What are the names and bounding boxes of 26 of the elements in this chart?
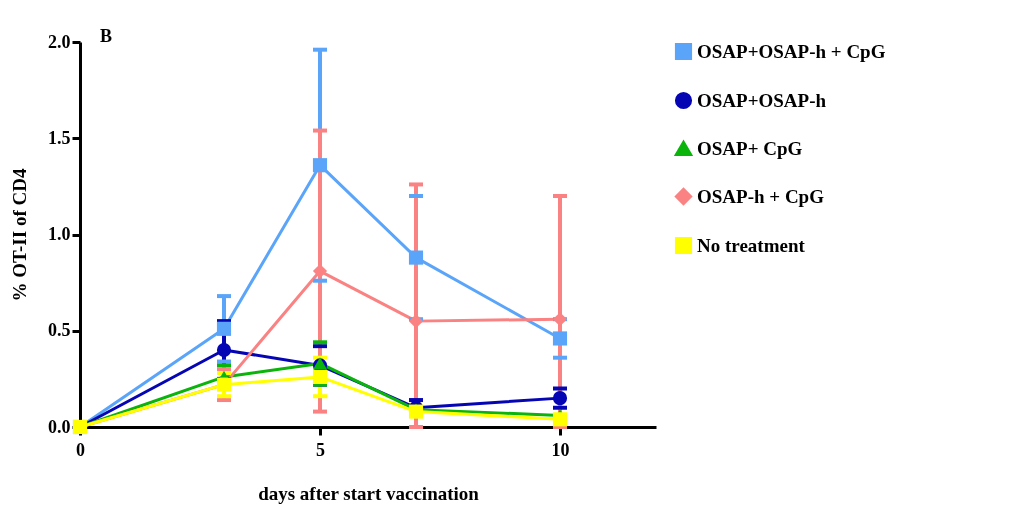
point [216,342,232,358]
point [552,391,568,406]
annotation: B [100,26,113,46]
point [552,412,568,427]
point [408,314,424,329]
legend-label: OSAP+OSAP-h + CpG [697,40,886,62]
legend-label: OSAP-h + CpG [697,185,825,207]
y-tick-label: 1.5 [48,127,71,148]
y-tick-label: 1.0 [48,224,71,244]
legend-label: OSAP+OSAP-h [697,89,827,111]
point [312,369,328,385]
y-tick-label: 0.5 [48,320,71,341]
point [408,250,424,265]
point [216,321,232,336]
y-tick-label: 0.0 [48,416,71,437]
point [312,158,328,173]
point [552,331,568,346]
x-axis-title: days after start vaccination [258,482,480,504]
x-tick-label: 10 [551,439,570,460]
legend-label: OSAP+ CpG [697,137,803,159]
y-tick-label: 2.0 [48,31,71,52]
y-axis-title: % OT-II of CD4 [9,168,30,302]
x-tick-label: 0 [76,439,85,460]
legend-label: No treatment [697,234,806,256]
point [552,312,568,327]
x-tick-label: 5 [316,439,325,460]
